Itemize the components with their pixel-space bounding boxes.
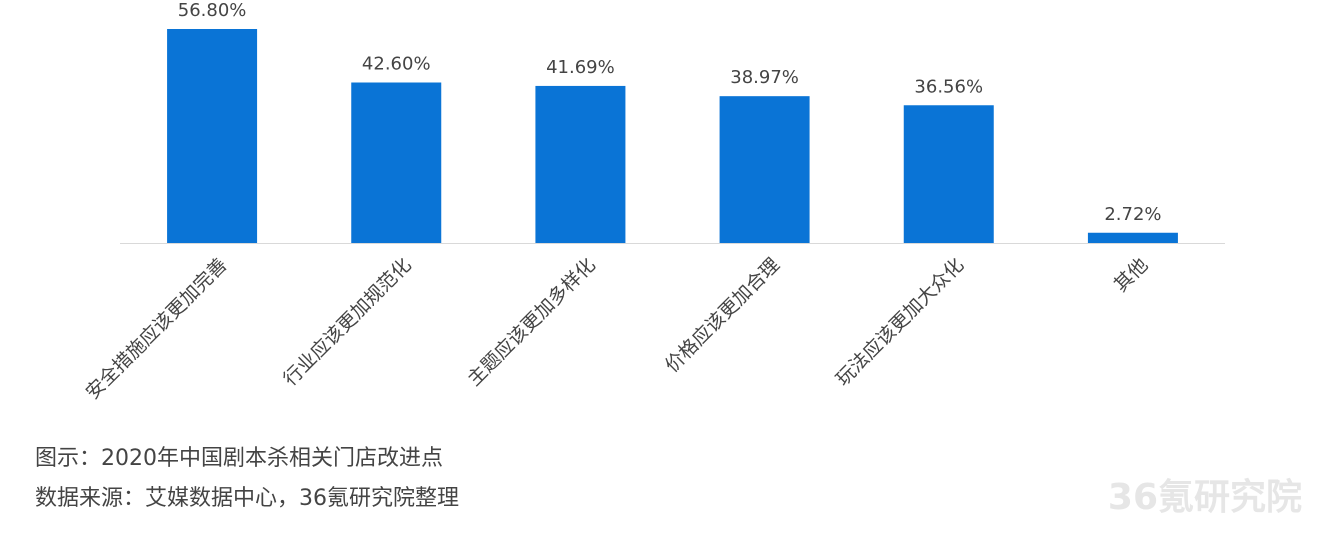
value-label: 36.56% bbox=[914, 76, 983, 97]
bar bbox=[535, 85, 626, 243]
value-label: 38.97% bbox=[730, 67, 799, 88]
bar bbox=[719, 96, 810, 243]
bar bbox=[1087, 232, 1178, 243]
value-label: 2.72% bbox=[1104, 204, 1161, 225]
x-tick-label: 价格应该更加合理 bbox=[661, 254, 784, 377]
bar bbox=[167, 29, 258, 243]
bar bbox=[903, 105, 994, 243]
figure-caption: 图示：2020年中国剧本杀相关门店改进点 bbox=[35, 446, 443, 471]
value-label: 41.69% bbox=[546, 57, 615, 78]
x-tick-label: 其他 bbox=[1110, 254, 1152, 296]
value-label: 56.80% bbox=[178, 0, 247, 21]
x-tick-label: 玩法应该更加大众化 bbox=[832, 254, 968, 390]
chart: 56.80% 安全措施应该更加完善 42.60% 行业应该更加规范化 41.69% 主题应… bbox=[82, 0, 1225, 404]
x-tick-label: 行业应该更加规范化 bbox=[279, 254, 415, 390]
x-tick-label: 安全措施应该更加完善 bbox=[82, 254, 232, 404]
bar bbox=[351, 82, 442, 243]
x-tick-label: 主题应该更加多样化 bbox=[463, 254, 599, 390]
source-caption: 数据来源：艾媒数据中心，36氪研究院整理 bbox=[35, 486, 459, 511]
watermark: 36氪研究院 bbox=[1107, 477, 1302, 518]
value-label: 42.60% bbox=[362, 54, 431, 75]
